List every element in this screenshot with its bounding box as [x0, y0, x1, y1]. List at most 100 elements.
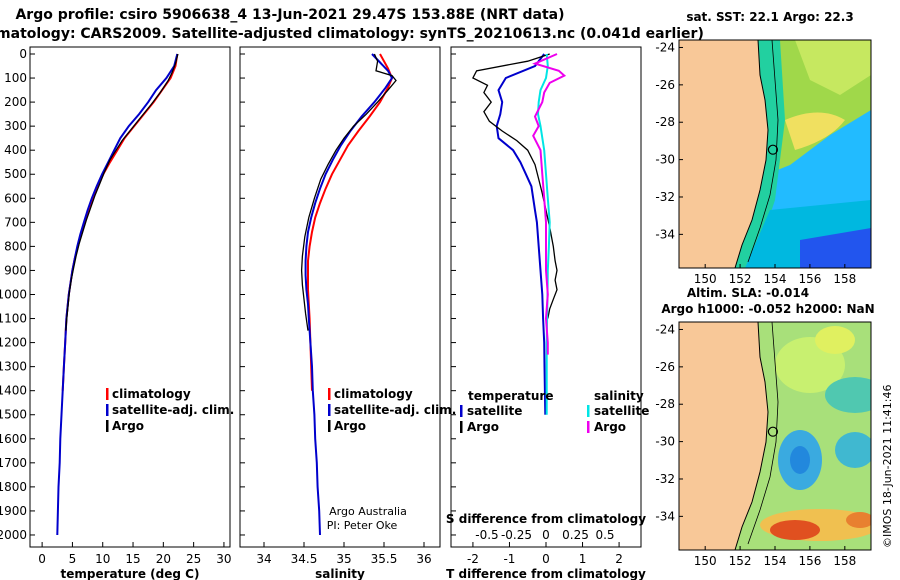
temperature-xtick-label: 0 [38, 552, 46, 566]
diff-salinity-argo-line [532, 53, 567, 355]
legend-swatch-argo [106, 420, 109, 432]
sst-map-title: sat. SST: 22.1 Argo: 22.3 [686, 10, 853, 24]
depth-ytick-label: 1800 [0, 480, 27, 494]
legend-label-climatology: climatology [334, 387, 413, 401]
map-lon-tick-label: 158 [833, 554, 856, 568]
temperature-xtick-label: 20 [156, 552, 171, 566]
map-lat-tick-label: -26 [655, 78, 675, 92]
sla-map-title-line1: Altim. SLA: -0.014 [687, 286, 809, 300]
legend-heading-temperature: temperature [468, 389, 553, 403]
legend-swatch-temp-satellite [460, 405, 463, 417]
legend-swatch-climatology [106, 388, 109, 400]
map-lat-tick-label: -28 [655, 115, 675, 129]
sla-map [679, 322, 871, 550]
depth-ytick-label: 1900 [0, 504, 27, 518]
depth-ytick-label: 1600 [0, 432, 27, 446]
sla-map-title-line2: Argo h1000: -0.052 h2000: NaN [661, 302, 874, 316]
salinity-argo-line [300, 53, 397, 331]
sla-isobath [747, 322, 779, 545]
diff-salinity-satellite-line [536, 53, 551, 415]
temperature-xtick-label: 15 [125, 552, 140, 566]
map-lon-tick-label: 156 [798, 554, 821, 568]
temperature-panel-frame [29, 46, 231, 548]
legend-swatch-argo [328, 420, 331, 432]
sla-land [679, 322, 769, 550]
depth-ytick-label: 1700 [0, 456, 27, 470]
salinity-xtick-label: 34.5 [291, 552, 318, 566]
sla-high-south-core [770, 520, 820, 540]
legend-swatch-climatology [328, 388, 331, 400]
salinity-panel-frame [239, 46, 441, 548]
difference-xtick-label: -1 [503, 552, 515, 566]
depth-ytick-label: 900 [4, 263, 27, 277]
sst-warm-core [795, 40, 871, 95]
sla-high-north-core [815, 326, 855, 354]
sst-eddy [785, 112, 845, 150]
depth-ytick-label: 800 [4, 239, 27, 253]
salinity-difference-ticks: -0.5 -0.25 0 0.25 0.5 [475, 528, 614, 542]
difference-xtick-label: -2 [467, 552, 479, 566]
figure-title-line1: Argo profile: csiro 5906638_4 13-Jun-202… [15, 7, 564, 23]
depth-ytick-label: 200 [4, 95, 27, 109]
depth-ytick-label: 2000 [0, 528, 27, 542]
salinity-legend: climatology satellite-adj. clim. Argo Ar… [327, 387, 457, 532]
legend-label-argo: Argo [334, 419, 366, 433]
depth-ytick-label: 500 [4, 167, 27, 181]
temperature-argo-line [65, 53, 179, 331]
legend-heading-salinity: salinity [594, 389, 644, 403]
map-lon-tick-label: 150 [694, 272, 717, 286]
salinity-difference-tick-label: 0.5 [595, 528, 614, 542]
imos-timestamp: ©IMOS 18-Jun-2021 11:41:46 [881, 384, 894, 548]
credit-argo-australia: Argo Australia [329, 505, 407, 518]
difference-xtick-label: 1 [579, 552, 587, 566]
sst-land [679, 40, 769, 268]
temperature-xtick-label: 5 [69, 552, 77, 566]
map-lon-tick-label: 150 [694, 554, 717, 568]
legend-label-temp-satellite: satellite [467, 404, 522, 418]
map-lon-tick-label: 156 [798, 272, 821, 286]
map-lon-tick-label: 154 [764, 554, 787, 568]
temperature-climatology-line [61, 53, 179, 391]
salinity-satellite-line [304, 53, 394, 536]
legend-swatch-temp-argo [460, 421, 463, 433]
difference-xtick-label: 2 [615, 552, 623, 566]
map-lat-tick-label: -24 [655, 40, 675, 54]
sla-map-ticks: 150 152 154 156 158 -24 -26 -28 -30 -32 -34 [655, 322, 856, 568]
map-lat-tick-label: -30 [655, 153, 675, 167]
map-lat-tick-label: -24 [655, 322, 675, 336]
difference-legend: temperature satellite Argo salinity sate… [460, 389, 649, 434]
salinity-difference-tick-label: -0.25 [501, 528, 532, 542]
map-lon-tick-label: 154 [764, 272, 787, 286]
diff-temperature-argo-line [472, 53, 558, 319]
salinity-difference-tick-label: 0 [542, 528, 550, 542]
salinity-xlabel: salinity [315, 567, 365, 580]
depth-ytick-label: 1200 [0, 336, 27, 350]
salinity-xtick-label: 35 [336, 552, 351, 566]
sst-map-ticks: 150 152 154 156 158 -24 -26 -28 -30 -32 -34 [655, 40, 856, 286]
salinity-difference-label: S difference from climatology [446, 512, 646, 526]
salinity-difference-tick-label: 0.25 [562, 528, 589, 542]
sla-high-south-east [846, 512, 871, 528]
sst-isobath [747, 40, 779, 263]
map-lat-tick-label: -34 [655, 227, 675, 241]
credit-pi: PI: Peter Oke [327, 519, 398, 532]
map-lat-tick-label: -34 [655, 509, 675, 523]
map-lon-tick-label: 152 [729, 554, 752, 568]
salinity-xtick-label: 35.5 [371, 552, 398, 566]
legend-swatch-satellite [328, 404, 331, 416]
legend-swatch-satellite [106, 404, 109, 416]
temperature-axis-ticks: 0 5 10 15 20 25 300100200300400500600700800900… [0, 47, 232, 566]
sla-low-east2 [835, 432, 871, 468]
legend-label-satellite: satellite-adj. clim. [112, 403, 234, 417]
depth-ytick-label: 0 [19, 47, 27, 61]
diff-temperature-satellite-line [495, 53, 547, 415]
temperature-satellite-line [56, 53, 179, 536]
temperature-xtick-label: 10 [95, 552, 110, 566]
salinity-climatology-line [307, 53, 394, 391]
legend-label-sal-argo: Argo [594, 420, 626, 434]
depth-ytick-label: 400 [4, 143, 27, 157]
sst-argo-location-marker [767, 144, 779, 155]
depth-ytick-label: 600 [4, 191, 27, 205]
legend-swatch-sal-argo [587, 421, 590, 433]
